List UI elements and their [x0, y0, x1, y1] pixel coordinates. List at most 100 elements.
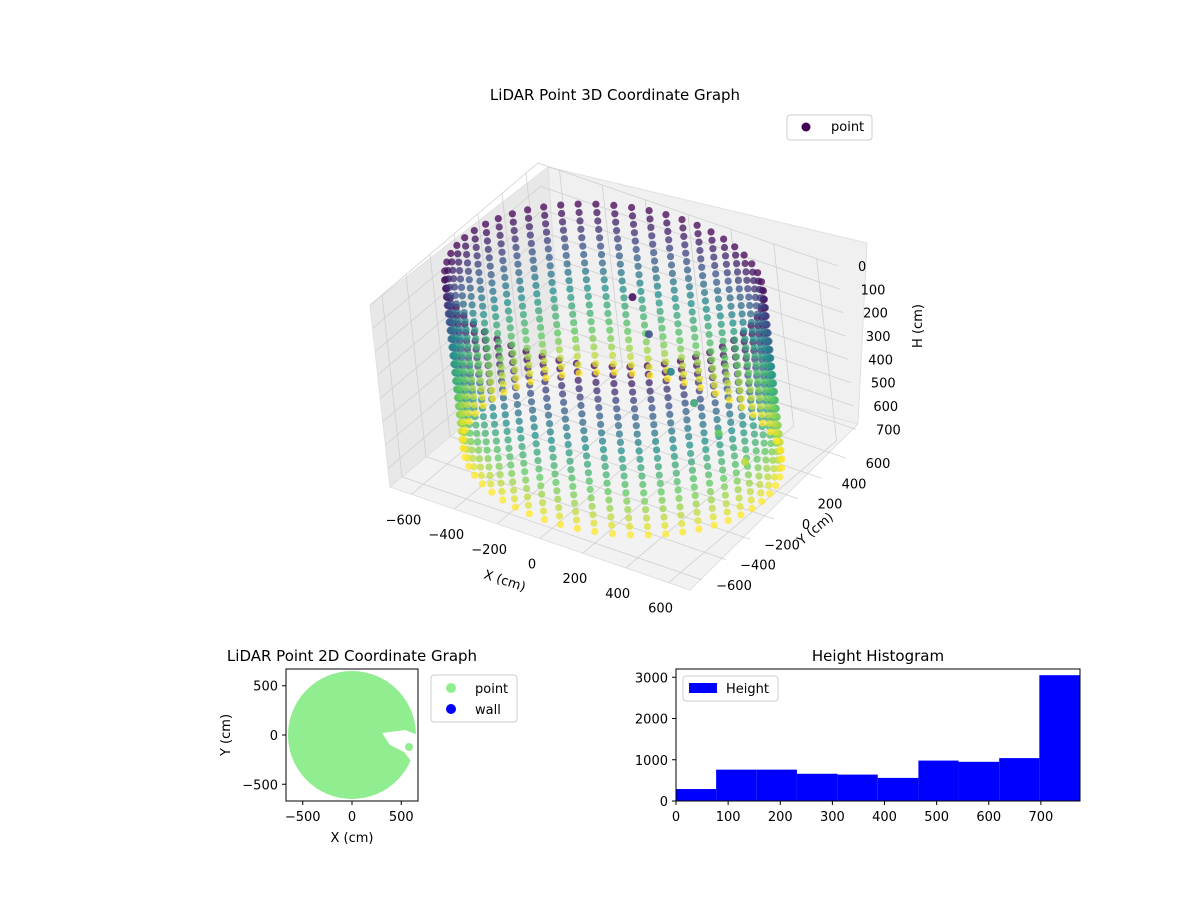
point-3d	[602, 293, 610, 301]
point-3d	[449, 266, 457, 274]
point-3d	[531, 273, 539, 281]
point-3d	[656, 479, 664, 488]
point-3d	[562, 251, 570, 260]
point-3d	[572, 344, 581, 352]
point-3d	[695, 375, 704, 383]
point-3d	[593, 368, 601, 376]
point-3d	[704, 462, 712, 470]
point-3d	[684, 424, 692, 432]
histogram-bar	[999, 758, 1040, 801]
point-3d	[669, 436, 677, 444]
point-3d	[493, 321, 501, 329]
point-3d	[626, 353, 635, 361]
point-3d	[524, 353, 532, 361]
point-3d	[717, 449, 725, 457]
point-3d	[469, 393, 478, 401]
point-3d	[707, 496, 715, 504]
point-3d	[685, 433, 693, 441]
point-3d	[755, 327, 763, 335]
point-3d	[743, 352, 751, 360]
point-3d	[701, 437, 709, 445]
point-3d	[540, 515, 549, 524]
point-3d	[618, 277, 626, 285]
point-3d	[485, 361, 493, 369]
x-tick-hist: 600	[976, 810, 1001, 825]
point-3d	[696, 246, 704, 255]
point-3d	[487, 480, 495, 488]
point-3d	[471, 326, 479, 334]
point-3d	[611, 388, 619, 396]
point-3d	[575, 208, 583, 217]
point-3d	[669, 444, 678, 452]
point-3d	[604, 488, 612, 496]
point-3d	[574, 361, 582, 369]
y-tick-2d: −500	[242, 778, 278, 793]
point-3d	[568, 302, 576, 310]
point-3d	[489, 403, 497, 412]
point-3d	[751, 293, 760, 301]
point-3d	[661, 349, 669, 357]
point-3d	[538, 340, 546, 348]
point-3d	[646, 387, 654, 395]
point-3d	[447, 249, 455, 258]
y-axis-label-2d: Y (cm)	[219, 714, 234, 757]
point-3d	[739, 420, 747, 428]
point-3d	[566, 285, 574, 293]
point-3d	[678, 520, 686, 528]
point-3d	[584, 469, 593, 477]
point-3d	[540, 203, 548, 211]
point-3d	[453, 308, 461, 316]
point-3d	[710, 372, 718, 381]
point-3d	[703, 314, 711, 322]
point-3d	[672, 303, 680, 311]
point-3d	[663, 385, 671, 393]
point-3d	[570, 327, 579, 335]
point-3d	[533, 448, 541, 456]
point-3d	[720, 243, 729, 252]
point-3d	[620, 472, 628, 480]
x-tick-hist: 100	[716, 810, 741, 825]
point-3d	[680, 391, 688, 399]
point-3d	[456, 267, 464, 275]
point-3d	[713, 278, 721, 286]
x-tick-hist: 300	[820, 810, 845, 825]
point-3d	[496, 471, 504, 479]
point-3d	[700, 429, 708, 437]
point-3d	[732, 344, 740, 352]
point-3d	[459, 300, 467, 308]
point-3d	[675, 328, 683, 336]
point-3d	[545, 420, 554, 428]
point-3d	[712, 389, 720, 397]
legend-2d: point wall	[430, 674, 518, 723]
point-3d	[676, 503, 684, 511]
point-3d	[519, 451, 527, 459]
point-3d	[551, 304, 559, 312]
point-3d	[740, 327, 748, 335]
point-3d	[599, 267, 607, 275]
point-3d	[450, 283, 459, 291]
point-3d	[503, 427, 511, 436]
z-tick-3d: 600	[873, 400, 898, 415]
point-3d	[528, 248, 536, 256]
point-3d	[713, 416, 721, 424]
point-3d	[599, 446, 608, 454]
point-3d	[496, 231, 504, 239]
point-3d	[718, 458, 726, 466]
point-3d	[463, 250, 471, 259]
point-3d	[707, 228, 715, 236]
chart-3d-title: LiDAR Point 3D Coordinate Graph	[489, 86, 741, 104]
point-3d	[655, 471, 663, 479]
point-3d	[716, 312, 724, 320]
point-3d	[466, 284, 474, 292]
plot-2d: LiDAR Point 2D Coordinate Graph −500 0 500…	[219, 647, 518, 846]
point-3d	[677, 345, 685, 353]
point-3d	[579, 418, 587, 426]
point-3d	[461, 317, 469, 325]
point-3d	[757, 344, 765, 352]
point-3d	[642, 506, 650, 514]
point-3d	[723, 508, 731, 516]
chart-2d-title: LiDAR Point 2D Coordinate Graph	[227, 647, 477, 665]
point-3d	[512, 243, 520, 251]
point-3d-object	[644, 330, 653, 339]
point-3d	[694, 230, 702, 238]
